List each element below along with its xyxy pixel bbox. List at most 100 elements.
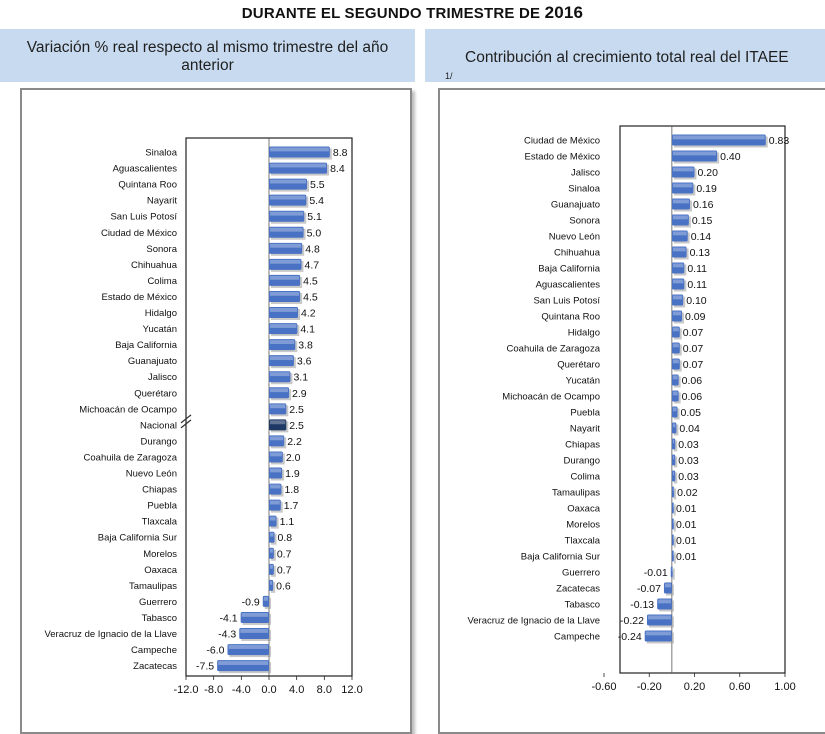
right-bar	[671, 390, 679, 402]
left-category-label: Michoacán de Ocampo	[79, 404, 177, 415]
left-bar	[269, 579, 274, 591]
left-category-label: Querétaro	[134, 388, 177, 399]
right-bar-gloss	[672, 487, 674, 492]
left-value-label: 4.7	[305, 259, 320, 271]
left-bar-gloss	[270, 275, 300, 280]
right-category-label: Sonora	[569, 216, 600, 227]
left-bar-gloss	[270, 372, 290, 377]
right-bar-gloss	[672, 311, 682, 316]
right-bar	[671, 278, 685, 290]
right-bar	[671, 470, 676, 482]
left-category-label: Morelos	[143, 549, 177, 560]
left-category-label: San Luis Potosí	[110, 212, 177, 223]
right-value-label: 0.09	[685, 311, 706, 323]
left-x-tick-label: 12.0	[341, 684, 362, 696]
right-category-label: Jalisco	[571, 168, 600, 179]
left-bar-gloss	[270, 564, 273, 569]
right-bar-gloss	[672, 519, 674, 524]
left-x-tick-label: 4.0	[289, 684, 304, 696]
left-bar-gloss	[270, 516, 276, 521]
right-bar	[671, 454, 676, 466]
right-bar-shadow	[673, 536, 676, 548]
right-bar-gloss	[672, 215, 688, 220]
left-category-label: Tamaulipas	[129, 581, 177, 592]
left-value-label: 2.9	[292, 388, 307, 400]
right-bar	[671, 230, 688, 242]
left-bar	[269, 531, 275, 543]
right-x-tick-label: 1.00	[774, 681, 795, 693]
right-bar-gloss	[647, 615, 671, 620]
left-bar	[269, 563, 274, 575]
left-category-label: Durango	[141, 436, 177, 447]
left-bar	[269, 515, 277, 527]
left-bar-gloss	[270, 340, 295, 344]
right-value-label: 0.07	[683, 327, 704, 339]
right-x-tick-label: -0.20	[637, 681, 662, 693]
right-bar	[657, 598, 672, 610]
left-bar	[269, 387, 290, 399]
left-bar-gloss	[270, 163, 327, 168]
left-category-label: Nacional	[140, 420, 177, 431]
right-category-label: Hidalgo	[568, 328, 600, 339]
right-category-label: Puebla	[570, 408, 600, 419]
right-category-label: Nuevo León	[549, 232, 600, 243]
left-bar-gloss	[270, 291, 300, 296]
right-value-label: 0.13	[690, 247, 711, 259]
left-bar	[269, 451, 283, 463]
left-bar-gloss	[270, 388, 289, 393]
right-category-label: Michoacán de Ocampo	[502, 392, 600, 403]
left-x-tick-label: -8.0	[204, 684, 223, 696]
right-bar-gloss	[672, 247, 686, 252]
right-category-label: Baja California Sur	[521, 552, 600, 563]
right-bar-gloss	[672, 455, 675, 460]
right-value-label: 0.40	[720, 151, 741, 163]
left-bar-gloss	[270, 195, 306, 200]
right-bar	[671, 198, 690, 210]
left-bar-gloss	[218, 661, 268, 665]
left-x-tick-label: 8.0	[317, 684, 332, 696]
right-value-label: 0.06	[682, 375, 703, 387]
left-category-label: Estado de México	[101, 292, 177, 303]
right-bar	[671, 374, 679, 386]
left-bar-gloss	[270, 179, 307, 184]
right-bar-shadow	[673, 520, 676, 532]
right-plot-frame	[619, 125, 786, 674]
right-bar	[671, 326, 680, 338]
right-bar-shadow	[673, 440, 678, 452]
left-value-label: 5.5	[310, 179, 325, 191]
left-x-tick-label: -12.0	[173, 684, 198, 696]
right-category-label: Campeche	[554, 632, 600, 643]
left-category-label: Sonora	[146, 244, 177, 255]
left-value-label: 3.1	[293, 372, 308, 384]
left-bar-gloss	[270, 548, 273, 553]
left-value-label: 4.2	[301, 308, 316, 320]
left-value-label: 1.7	[284, 500, 299, 512]
left-value-label: -7.5	[196, 661, 214, 673]
right-category-label: Colima	[570, 472, 600, 483]
left-value-label: -0.9	[242, 596, 260, 608]
left-bar-gloss	[270, 308, 298, 312]
left-category-label: Coahuila de Zaragoza	[84, 452, 178, 463]
right-value-label: 0.01	[676, 503, 697, 515]
left-category-label: Jalisco	[148, 372, 177, 383]
left-value-label: 3.6	[297, 356, 312, 368]
right-bar	[663, 582, 672, 594]
left-category-label: Zacatecas	[133, 661, 177, 672]
left-category-label: Aguascalientes	[113, 164, 178, 175]
left-category-label: Puebla	[147, 501, 177, 512]
right-category-label: Coahuila de Zaragoza	[507, 344, 601, 355]
right-bar	[671, 406, 678, 418]
right-bar-gloss	[672, 327, 679, 332]
right-bar	[646, 614, 672, 626]
right-category-label: Tamaulipas	[552, 488, 600, 499]
right-category-label: Oaxaca	[567, 504, 600, 515]
right-value-label: 0.03	[678, 439, 699, 451]
left-value-label: 0.8	[278, 532, 293, 544]
right-value-label: -0.24	[618, 631, 642, 643]
left-bar	[269, 323, 298, 335]
right-bar-chart: Ciudad de México 0.83 Estado de México 0.40…	[467, 125, 796, 693]
right-bar	[671, 502, 674, 514]
left-bar	[217, 660, 269, 672]
right-value-label: 0.83	[769, 135, 790, 147]
right-bar	[671, 438, 676, 450]
